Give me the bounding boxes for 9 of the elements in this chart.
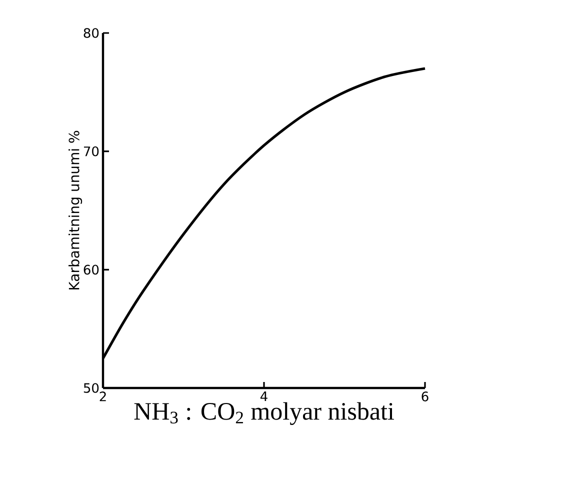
y-tick-label: 70: [84, 146, 99, 156]
y-axis-title: Karbamitning unumi %: [68, 130, 82, 290]
x-tick-label: 2: [100, 392, 106, 402]
y-tick-label: 80: [84, 28, 99, 38]
x-tick-label: 6: [422, 392, 428, 402]
y-tick-label: 50: [84, 383, 99, 393]
y-tick-label: 60: [84, 264, 99, 275]
x-axis-title: NH$_{3}$ : CO$_{2}$ molyar nisbati: [134, 402, 394, 425]
x-tick-label: 4: [260, 392, 268, 402]
